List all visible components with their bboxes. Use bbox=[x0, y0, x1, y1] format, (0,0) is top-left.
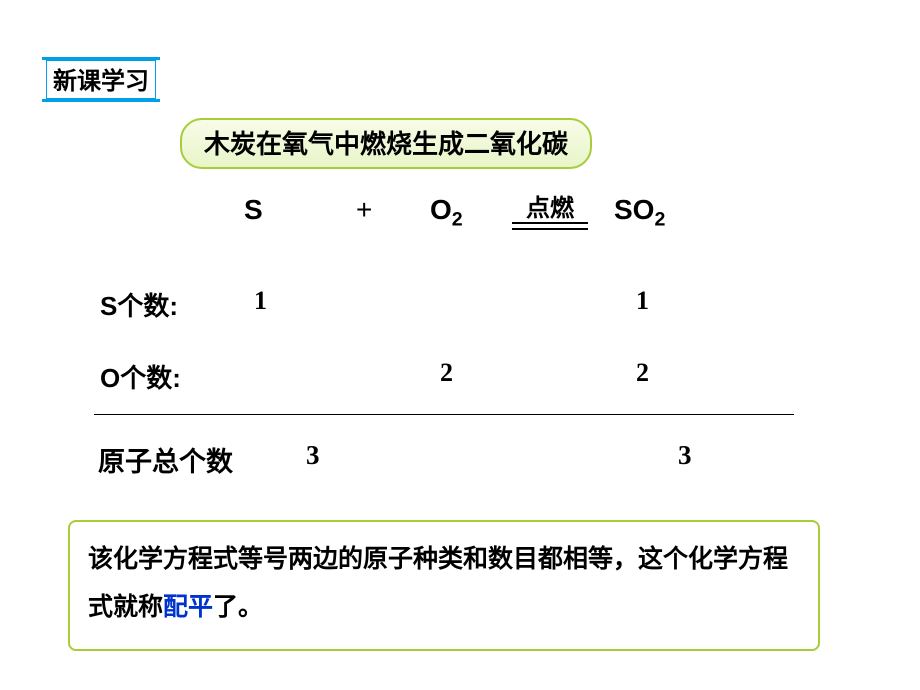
row-total-left: 3 bbox=[306, 440, 320, 471]
reaction-condition: 点燃 bbox=[510, 188, 590, 223]
row-total-label: 原子总个数 bbox=[98, 440, 233, 479]
lesson-title-pill: 木炭在氧气中燃烧生成二氧化碳 bbox=[180, 118, 592, 169]
row-o-label: O个数: bbox=[100, 358, 181, 395]
reactant-o2: O2 bbox=[430, 194, 463, 232]
plus-sign: + bbox=[356, 194, 372, 226]
summary-highlight: 配平 bbox=[163, 593, 213, 621]
row-s-label: S个数: bbox=[100, 286, 178, 323]
lesson-tag: 新课学习 bbox=[46, 60, 156, 99]
row-s-right: 1 bbox=[636, 286, 649, 316]
row-total-right: 3 bbox=[678, 440, 692, 471]
equals-lines bbox=[512, 222, 588, 224]
reactant-s: S bbox=[244, 194, 263, 226]
summary-part2: 了。 bbox=[213, 593, 263, 621]
row-o-left: 2 bbox=[440, 358, 453, 388]
product-so2: SO2 bbox=[614, 194, 665, 232]
row-o-right: 2 bbox=[636, 358, 649, 388]
summary-box: 该化学方程式等号两边的原子种类和数目都相等，这个化学方程式就称配平了。 bbox=[68, 520, 820, 651]
divider-line bbox=[94, 414, 794, 415]
row-s-left: 1 bbox=[254, 286, 267, 316]
